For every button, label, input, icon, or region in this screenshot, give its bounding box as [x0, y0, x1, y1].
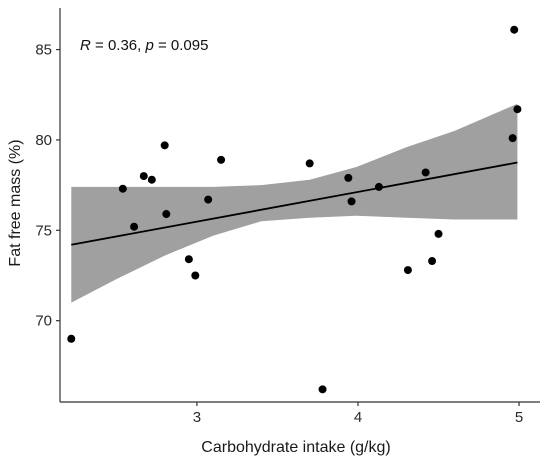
- data-point: [421, 168, 430, 177]
- data-point: [139, 172, 148, 181]
- data-point: [513, 105, 522, 114]
- data-point: [305, 159, 314, 168]
- data-points-layer: [67, 25, 522, 394]
- r-value: = 0.36,: [91, 37, 146, 54]
- data-point: [67, 334, 76, 343]
- data-point: [130, 222, 139, 231]
- y-tick-label: 75: [35, 222, 52, 239]
- data-point: [510, 25, 519, 34]
- axis-ticks: 70 75 80 85 3 4 5: [35, 42, 523, 426]
- data-point: [162, 210, 171, 219]
- data-point: [344, 173, 353, 182]
- p-value: = 0.095: [154, 37, 209, 54]
- data-point: [428, 257, 437, 266]
- y-axis-title: Fat free mass (%): [7, 139, 24, 266]
- axes: [59, 8, 540, 403]
- data-point: [318, 385, 327, 394]
- correlation-annotation: R = 0.36, p = 0.095: [80, 37, 208, 54]
- data-point: [204, 195, 213, 204]
- data-point: [434, 229, 443, 238]
- x-tick-label: 4: [354, 409, 362, 426]
- data-point: [160, 141, 169, 150]
- data-point: [191, 271, 200, 280]
- data-point: [118, 184, 127, 193]
- regression-line-layer: [71, 161, 518, 246]
- data-point: [184, 255, 193, 264]
- p-symbol: p: [144, 37, 153, 54]
- data-point: [403, 266, 412, 275]
- x-tick-label: 5: [515, 409, 523, 426]
- data-point: [147, 175, 156, 184]
- y-tick-label: 70: [35, 313, 52, 330]
- y-tick-label: 80: [35, 132, 52, 149]
- regression-line: [71, 161, 518, 246]
- r-symbol: R: [80, 37, 91, 54]
- x-tick-label: 3: [193, 409, 201, 426]
- x-axis-title: Carbohydrate intake (g/kg): [201, 439, 390, 456]
- data-point: [347, 197, 356, 206]
- data-point: [508, 134, 517, 143]
- data-point: [217, 155, 226, 164]
- y-tick-label: 85: [35, 42, 52, 59]
- data-point: [374, 182, 383, 191]
